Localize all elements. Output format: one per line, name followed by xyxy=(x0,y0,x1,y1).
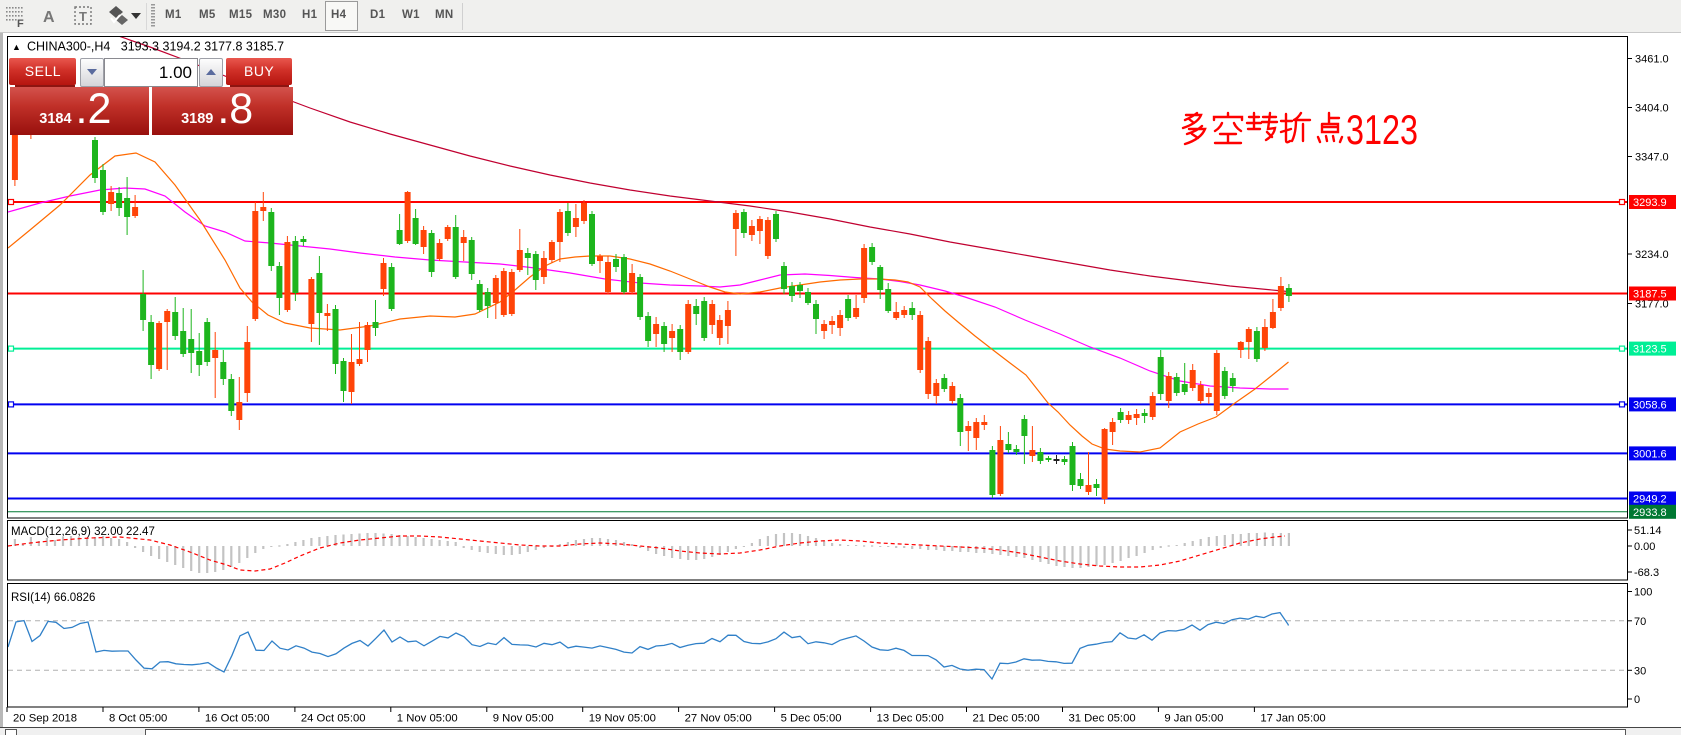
svg-text:1 Nov 05:00: 1 Nov 05:00 xyxy=(397,713,458,725)
svg-text:3058.6: 3058.6 xyxy=(1633,399,1667,411)
svg-text:3347.0: 3347.0 xyxy=(1635,152,1669,164)
svg-text:▲: ▲ xyxy=(12,42,21,52)
svg-text:51.14: 51.14 xyxy=(1634,525,1662,537)
svg-text:13 Dec 05:00: 13 Dec 05:00 xyxy=(877,713,944,725)
svg-text:3234.0: 3234.0 xyxy=(1635,249,1669,261)
svg-text:0: 0 xyxy=(1634,694,1640,706)
svg-text:2949.2: 2949.2 xyxy=(1633,494,1667,506)
svg-text:21 Dec 05:00: 21 Dec 05:00 xyxy=(973,713,1040,725)
svg-text:CHINA300-,H4 3193.3 3194.2 3: CHINA300-,H4 3193.3 3194.2 3177.8 3185.7 xyxy=(27,40,284,54)
svg-text:3001.6: 3001.6 xyxy=(1633,448,1667,460)
svg-text:T: T xyxy=(79,9,87,24)
svg-text:100: 100 xyxy=(1634,587,1652,599)
svg-text:19 Nov 05:00: 19 Nov 05:00 xyxy=(589,713,656,725)
svg-text:20 Sep 2018: 20 Sep 2018 xyxy=(13,713,77,725)
svg-text:0.00: 0.00 xyxy=(1634,541,1655,553)
svg-text:3187.5: 3187.5 xyxy=(1633,289,1667,301)
svg-text:8 Oct 05:00: 8 Oct 05:00 xyxy=(109,713,167,725)
svg-text:3404.0: 3404.0 xyxy=(1635,103,1669,115)
svg-text:-68.3: -68.3 xyxy=(1634,567,1659,579)
svg-text:3177.0: 3177.0 xyxy=(1635,299,1669,311)
svg-text:2933.8: 2933.8 xyxy=(1633,507,1667,519)
svg-text:5 Dec 05:00: 5 Dec 05:00 xyxy=(781,713,842,725)
svg-text:3461.0: 3461.0 xyxy=(1635,54,1669,66)
svg-text:RSI(14) 66.0826: RSI(14) 66.0826 xyxy=(11,592,95,604)
svg-text:31 Dec 05:00: 31 Dec 05:00 xyxy=(1068,713,1135,725)
svg-text:9 Nov 05:00: 9 Nov 05:00 xyxy=(493,713,554,725)
svg-text:70: 70 xyxy=(1634,616,1646,628)
svg-text:F: F xyxy=(17,18,24,30)
svg-text:30: 30 xyxy=(1634,665,1646,677)
svg-text:24 Oct 05:00: 24 Oct 05:00 xyxy=(301,713,366,725)
svg-text:3123: 3123 xyxy=(1346,106,1418,153)
svg-text:17 Jan 05:00: 17 Jan 05:00 xyxy=(1260,713,1325,725)
svg-text:3293.9: 3293.9 xyxy=(1633,197,1667,209)
svg-text:9 Jan 05:00: 9 Jan 05:00 xyxy=(1164,713,1223,725)
svg-text:16 Oct 05:00: 16 Oct 05:00 xyxy=(205,713,270,725)
svg-text:27 Nov 05:00: 27 Nov 05:00 xyxy=(685,713,752,725)
svg-text:3123.5: 3123.5 xyxy=(1633,344,1667,356)
svg-text:A: A xyxy=(43,9,55,26)
svg-text:MACD(12,26,9) 32.00 22.47: MACD(12,26,9) 32.00 22.47 xyxy=(11,526,155,538)
